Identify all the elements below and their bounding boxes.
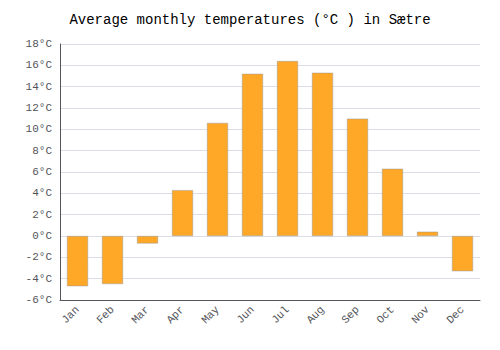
svg-text:Jul: Jul xyxy=(269,304,291,326)
svg-text:10°C: 10°C xyxy=(26,123,53,135)
svg-text:-6°C: -6°C xyxy=(26,294,53,306)
svg-text:6°C: 6°C xyxy=(32,166,52,178)
svg-text:Jan: Jan xyxy=(59,304,81,326)
svg-text:2°C: 2°C xyxy=(32,209,52,221)
svg-text:12°C: 12°C xyxy=(26,102,53,114)
svg-text:May: May xyxy=(199,303,222,326)
svg-text:Nov: Nov xyxy=(409,303,432,326)
svg-text:0°C: 0°C xyxy=(32,230,52,242)
svg-text:4°C: 4°C xyxy=(32,187,52,199)
svg-text:Sep: Sep xyxy=(339,304,361,326)
svg-text:Dec: Dec xyxy=(444,304,466,326)
svg-text:Oct: Oct xyxy=(374,304,396,326)
svg-text:Apr: Apr xyxy=(164,304,186,326)
svg-text:18°C: 18°C xyxy=(26,38,53,50)
svg-text:-2°C: -2°C xyxy=(26,251,53,263)
svg-text:-4°C: -4°C xyxy=(26,273,53,285)
svg-text:Average monthly temperatures (: Average monthly temperatures (°C ) in Sæ… xyxy=(69,12,430,28)
svg-text:16°C: 16°C xyxy=(26,59,53,71)
svg-text:Jun: Jun xyxy=(234,304,256,326)
svg-text:14°C: 14°C xyxy=(26,81,53,93)
svg-text:8°C: 8°C xyxy=(32,145,52,157)
svg-text:Feb: Feb xyxy=(94,304,116,326)
svg-text:Aug: Aug xyxy=(304,304,326,326)
svg-text:Mar: Mar xyxy=(129,304,151,326)
